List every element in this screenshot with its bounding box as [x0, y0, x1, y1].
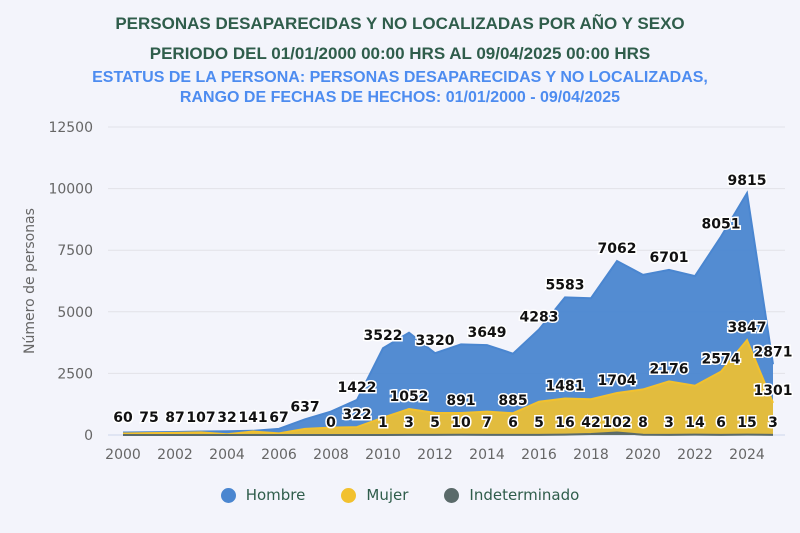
- x-tick-label: 2004: [209, 447, 245, 463]
- data-label: 9815: [728, 173, 767, 189]
- data-label: 1052: [390, 389, 429, 405]
- area-hombre: [123, 193, 773, 435]
- data-label: 1422: [338, 380, 377, 396]
- data-label: 1: [378, 415, 388, 431]
- x-tick-label: 2022: [677, 447, 713, 463]
- y-tick-label: 5000: [57, 305, 93, 321]
- line-mujer: [122, 338, 774, 436]
- data-label: 60: [113, 410, 133, 426]
- data-label: 6: [508, 415, 518, 431]
- x-tick-label: 2010: [365, 447, 401, 463]
- subtitle-line-1: ESTATUS DE LA PERSONA: PERSONAS DESAPARE…: [92, 69, 708, 86]
- line-hombre: [122, 190, 774, 434]
- data-label: 0: [326, 415, 336, 431]
- line-indeterminado: [123, 431, 774, 436]
- y-tick-label: 0: [84, 428, 93, 444]
- y-tick-label: 12500: [48, 120, 93, 136]
- legend-label: Mujer: [366, 486, 409, 504]
- data-label: 5583: [546, 277, 585, 293]
- data-label: 1704: [598, 373, 637, 389]
- data-label: 3522: [364, 328, 403, 344]
- data-label: 102: [602, 415, 631, 431]
- legend-item-mujer[interactable]: Mujer: [341, 486, 408, 504]
- x-tick-label: 2020: [625, 447, 661, 463]
- data-label: 2176: [650, 361, 689, 377]
- data-label: 322: [342, 407, 371, 423]
- y-axis-label: Número de personas: [22, 208, 38, 354]
- data-label: 3649: [468, 325, 507, 341]
- data-label: 15: [737, 415, 756, 431]
- x-tick-label: 2012: [417, 447, 453, 463]
- legend-marker: [444, 487, 460, 503]
- x-tick-label: 2018: [573, 447, 609, 463]
- data-label: 1301: [754, 383, 793, 399]
- x-tick-label: 2008: [313, 447, 349, 463]
- legend-marker: [220, 487, 236, 503]
- x-tick-label: 2000: [105, 447, 141, 463]
- data-label: 14: [685, 415, 705, 431]
- area-mujer: [123, 340, 773, 435]
- x-tick-label: 2014: [469, 447, 505, 463]
- data-label: 637: [290, 399, 319, 415]
- legend-label: Indeterminado: [469, 486, 580, 504]
- chart-period: PERIODO DEL 01/01/2000 00:00 HRS AL 09/0…: [149, 44, 651, 63]
- data-label: 42: [581, 415, 600, 431]
- y-tick-label: 2500: [57, 366, 93, 382]
- data-label: 3320: [416, 333, 455, 349]
- data-label: 891: [446, 393, 475, 409]
- data-label: 6: [716, 415, 726, 431]
- data-label: 107: [186, 410, 215, 426]
- data-label: 141: [238, 410, 267, 426]
- data-label: 8051: [702, 217, 741, 233]
- data-label: 885: [498, 393, 527, 409]
- data-label: 5: [534, 415, 544, 431]
- data-label: 7: [482, 415, 492, 431]
- x-tick-label: 2002: [157, 447, 193, 463]
- data-label: 3: [404, 415, 414, 431]
- data-label: 3: [664, 415, 674, 431]
- data-label: 2574: [702, 352, 741, 368]
- y-tick-label: 10000: [48, 182, 93, 198]
- data-label: 8: [638, 415, 648, 431]
- data-label: 10: [451, 415, 471, 431]
- data-label: 32: [217, 410, 236, 426]
- x-tick-label: 2006: [261, 447, 297, 463]
- data-label: 3847: [728, 320, 767, 336]
- legend-item-indeterminado[interactable]: Indeterminado: [444, 486, 579, 504]
- data-label: 2871: [754, 344, 793, 360]
- legend-label: Hombre: [245, 486, 306, 504]
- legend: Hombre Mujer Indeterminado: [0, 486, 800, 504]
- subtitle-line-2: RANGO DE FECHAS DE HECHOS: 01/01/2000 - …: [179, 89, 621, 106]
- chart-subtitle: ESTATUS DE LA PERSONA: PERSONAS DESAPARE…: [0, 68, 800, 108]
- data-label: 5: [430, 415, 440, 431]
- x-tick-label: 2024: [729, 447, 765, 463]
- chart-title: PERSONAS DESAPARECIDAS Y NO LOCALIZADAS …: [115, 14, 685, 33]
- legend-marker: [341, 487, 357, 503]
- data-label: 16: [555, 415, 574, 431]
- data-label: 3: [768, 415, 778, 431]
- y-tick-label: 7500: [57, 243, 93, 259]
- data-label: 7062: [598, 241, 637, 257]
- data-label: 75: [139, 410, 158, 426]
- data-label: 1481: [546, 379, 585, 395]
- data-label: 67: [269, 410, 288, 426]
- data-label: 6701: [650, 250, 689, 266]
- legend-item-hombre[interactable]: Hombre: [220, 486, 306, 504]
- data-label: 4283: [520, 309, 559, 325]
- data-label: 87: [165, 410, 184, 426]
- x-tick-label: 2016: [521, 447, 557, 463]
